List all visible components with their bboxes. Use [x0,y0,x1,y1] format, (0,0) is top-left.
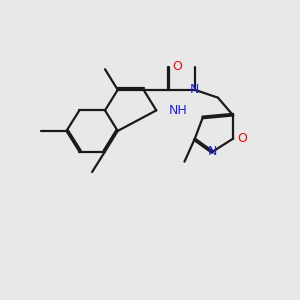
Text: N: N [208,145,218,158]
Text: NH: NH [169,104,188,117]
Text: N: N [190,83,200,96]
Text: O: O [173,60,183,73]
Text: O: O [237,132,247,145]
